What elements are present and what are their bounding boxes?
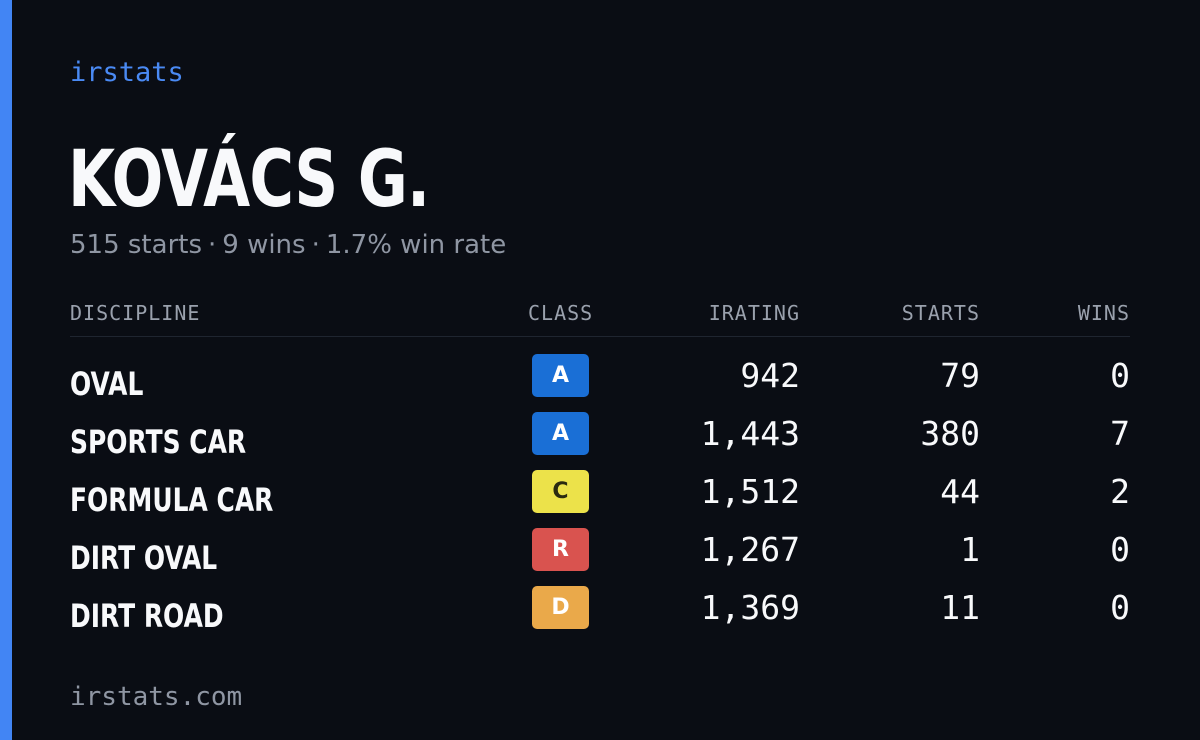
row-starts: 380 xyxy=(920,414,980,453)
accent-bar xyxy=(0,0,12,740)
brand-logo-text: irstats xyxy=(70,57,184,88)
summary-separator: · xyxy=(311,230,320,260)
row-starts: 79 xyxy=(940,356,980,395)
row-discipline: OVAL xyxy=(70,365,144,403)
row-wins: 7 xyxy=(1110,414,1130,453)
table-row: SPORTS CAR A 1,443 380 7 xyxy=(70,412,1130,470)
summary-starts: 515 starts xyxy=(70,230,202,260)
header-wins: WINS xyxy=(1077,301,1130,325)
player-name: KOVÁCS G. xyxy=(68,135,430,225)
footer-url: irstats.com xyxy=(70,682,243,712)
summary-separator: · xyxy=(208,230,217,260)
header-class: CLASS xyxy=(528,301,594,325)
row-discipline: SPORTS CAR xyxy=(70,423,247,461)
table-row: OVAL A 942 79 0 xyxy=(70,354,1130,412)
row-wins: 0 xyxy=(1110,588,1130,627)
table-row: DIRT ROAD D 1,369 11 0 xyxy=(70,586,1130,644)
class-badge: R xyxy=(532,528,589,571)
row-irating: 1,267 xyxy=(700,530,800,569)
class-badge: D xyxy=(532,586,589,629)
row-discipline: FORMULA CAR xyxy=(70,481,274,519)
summary-wins: 9 wins xyxy=(222,230,306,260)
class-badge: C xyxy=(532,470,589,513)
row-wins: 2 xyxy=(1110,472,1130,511)
row-starts: 1 xyxy=(960,530,980,569)
row-discipline: DIRT ROAD xyxy=(70,597,224,635)
stats-table-header: DISCIPLINE CLASS IRATING STARTS WINS xyxy=(70,300,1130,337)
header-irating: IRATING xyxy=(708,301,800,325)
row-wins: 0 xyxy=(1110,530,1130,569)
player-summary: 515 starts · 9 wins · 1.7% win rate xyxy=(70,228,506,262)
row-starts: 11 xyxy=(940,588,980,627)
row-wins: 0 xyxy=(1110,356,1130,395)
row-irating: 1,443 xyxy=(700,414,800,453)
class-badge: A xyxy=(532,412,589,455)
header-discipline: DISCIPLINE xyxy=(70,301,201,325)
row-starts: 44 xyxy=(940,472,980,511)
row-irating: 942 xyxy=(740,356,800,395)
summary-win-rate: 1.7% win rate xyxy=(325,230,507,260)
row-irating: 1,369 xyxy=(700,588,800,627)
class-badge: A xyxy=(532,354,589,397)
table-row: DIRT OVAL R 1,267 1 0 xyxy=(70,528,1130,586)
row-discipline: DIRT OVAL xyxy=(70,539,218,577)
header-starts: STARTS xyxy=(901,301,980,325)
row-irating: 1,512 xyxy=(700,472,800,511)
table-row: FORMULA CAR C 1,512 44 2 xyxy=(70,470,1130,528)
